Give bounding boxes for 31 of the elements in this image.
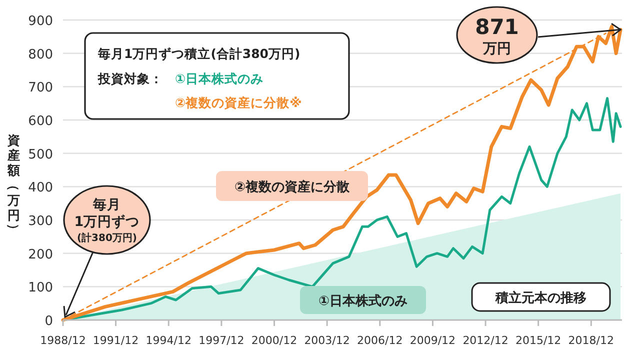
y-tick-label: 700 <box>28 80 53 96</box>
x-tick-label: 2009/12 <box>410 334 456 347</box>
annotation: 毎月1万円ずつ積立(合計380万円) <box>97 46 300 61</box>
series-label: ②複数の資産に分散 <box>234 179 350 195</box>
annotation: 871 万円 <box>475 15 519 57</box>
x-tick-label: 2012/12 <box>462 334 508 347</box>
y-tick-label: 300 <box>28 214 53 229</box>
x-tick-label: 1994/12 <box>146 334 192 347</box>
x-tick-label: 2015/12 <box>515 334 562 347</box>
x-tick-label: 1997/12 <box>198 334 244 347</box>
annotation: ②複数の資産に分散※ <box>175 95 302 110</box>
annotation: 投資対象： <box>97 71 163 86</box>
x-tick-label: 2003/12 <box>304 334 350 347</box>
y-tick-label: 600 <box>28 114 53 129</box>
y-tick-label: 0 <box>44 314 53 329</box>
y-tick-label: 200 <box>28 247 53 262</box>
annotation: 毎月 1万円ずつ (計380万円) <box>74 197 140 244</box>
x-tick-label: 2006/12 <box>357 334 403 347</box>
x-tick-label: 2018/12 <box>568 334 614 347</box>
y-axis-title: 資産額（万円） <box>6 132 22 236</box>
y-tick-label: 900 <box>28 14 53 29</box>
y-tick-label: 800 <box>28 47 53 62</box>
x-tick-label: 1991/12 <box>92 334 139 347</box>
annotation: ①日本株式のみ <box>175 71 264 86</box>
y-tick-label: 100 <box>28 280 53 296</box>
y-tick-label: 400 <box>28 180 53 196</box>
x-tick-label: 2000/12 <box>251 334 298 347</box>
series-label: 積立元本の推移 <box>494 290 586 306</box>
series-label: ①日本株式のみ <box>318 293 408 309</box>
x-tick-label: 1988/12 <box>40 334 86 347</box>
y-tick-label: 500 <box>28 147 53 162</box>
